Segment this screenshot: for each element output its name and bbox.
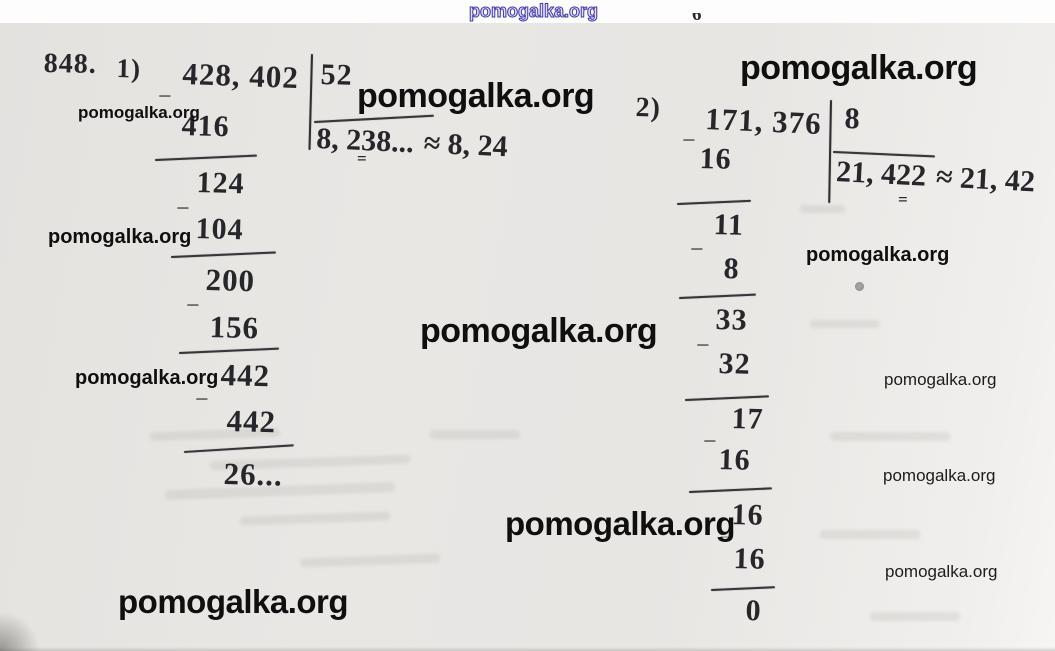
- division-2-minus-2: −: [690, 237, 704, 263]
- division-2-sub2: 8: [723, 252, 741, 286]
- scan-bleed-artifact: [820, 530, 920, 539]
- division-1-label: 1): [116, 53, 142, 84]
- division-2-minus-3: −: [696, 333, 710, 359]
- subtraction-line: [676, 199, 751, 205]
- subtraction-line: [170, 251, 276, 258]
- subtraction-line: [178, 347, 279, 354]
- division-1-minus-1: −: [158, 84, 172, 110]
- subtraction-line: [183, 444, 294, 453]
- watermark: pomogalka.org: [883, 466, 996, 485]
- scan-bleed-artifact: [239, 511, 391, 526]
- division-1-bracket-vertical: [308, 53, 313, 150]
- subtraction-line: [684, 395, 769, 401]
- division-2-rem2: 33: [715, 303, 749, 337]
- division-2-quotient: 21, 422: [835, 155, 927, 193]
- division-2-dividend: 171, 376: [704, 101, 823, 142]
- division-2-sub1: 16: [699, 142, 733, 176]
- division-2-rounding-mark: =: [898, 190, 908, 209]
- division-1-dividend: 428, 402: [181, 56, 300, 96]
- division-2-divisor: 8: [844, 102, 862, 136]
- division-2-remainder-final: 0: [745, 594, 763, 628]
- watermark: pomogalka.org: [806, 244, 950, 266]
- division-2-sub3: 32: [718, 347, 752, 381]
- division-2-approx-result: ≈ 21, 42: [935, 160, 1036, 199]
- page-corner-shadow: [0, 611, 40, 651]
- watermark: pomogalka.org: [505, 505, 736, 542]
- problem-number: 848.: [43, 48, 98, 80]
- division-1-minus-4: −: [195, 387, 209, 413]
- division-2-minus-1: −: [682, 128, 696, 154]
- page-bottom-edge-shadow: [0, 647, 1055, 651]
- watermark: pomogalka.org: [740, 49, 978, 87]
- watermark: pomogalka.org: [885, 562, 998, 581]
- subtraction-line: [678, 293, 756, 299]
- division-2-label: 2): [635, 92, 662, 124]
- watermark: pomogalka.org: [118, 583, 349, 620]
- watermark: pomogalka.org: [75, 367, 219, 389]
- division-1-rem3: 442: [220, 357, 271, 394]
- watermark: pomogalka.org: [357, 77, 595, 115]
- scan-bleed-artifact: [830, 432, 950, 441]
- subtraction-line: [688, 487, 772, 493]
- division-1-remainder-final: 26...: [223, 456, 284, 493]
- division-1-sub2: 104: [195, 212, 245, 247]
- division-1-quotient-row: 8, 238... ≈ 8, 24: [316, 122, 509, 164]
- scan-speck: [855, 282, 864, 291]
- scan-bleed-artifact: [810, 320, 880, 328]
- scan-bleed-artifact: [299, 553, 441, 568]
- subtraction-line: [154, 154, 257, 161]
- division-2-quotient-row: 21, 422 ≈ 21, 42: [835, 155, 1036, 199]
- scan-bleed-artifact: [870, 612, 960, 621]
- top-white-strip: [0, 0, 1055, 23]
- division-1-minus-2: −: [176, 196, 190, 222]
- page-number-partial: 6: [692, 13, 702, 24]
- division-2-sub5: 16: [733, 542, 767, 576]
- watermark-top-purple: pomogalka.org: [468, 1, 599, 21]
- division-1-rem1: 124: [196, 166, 246, 201]
- scan-bleed-artifact: [800, 205, 845, 213]
- division-2-sub4: 16: [718, 443, 752, 477]
- watermark: pomogalka.org: [78, 103, 200, 122]
- division-2-rem4: 16: [731, 498, 765, 532]
- watermark: pomogalka.org: [48, 226, 192, 248]
- division-2-minus-5: −: [720, 527, 731, 547]
- division-1-sub4: 442: [226, 403, 277, 440]
- division-1-minus-3: −: [186, 293, 200, 319]
- division-1-rem2: 200: [205, 262, 256, 299]
- division-2-rem3: 17: [731, 402, 765, 436]
- scan-bleed-artifact: [430, 430, 520, 439]
- division-1-approx-result: ≈ 8, 24: [423, 126, 509, 164]
- watermark: pomogalka.org: [884, 370, 997, 389]
- division-1-divisor: 52: [320, 58, 354, 92]
- division-1-rounding-mark: =: [357, 149, 367, 168]
- division-2-bracket-vertical: [828, 99, 832, 204]
- subtraction-line: [710, 586, 775, 591]
- division-2-rem1: 11: [713, 208, 745, 242]
- division-1-sub3: 156: [209, 309, 260, 346]
- division-2-minus-4: −: [703, 429, 717, 455]
- watermark: pomogalka.org: [420, 312, 658, 350]
